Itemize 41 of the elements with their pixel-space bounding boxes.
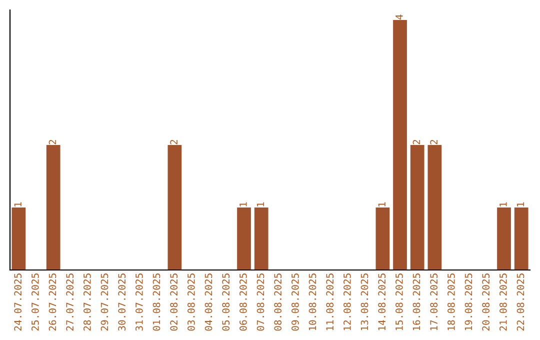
x-tick-label: 24.07.2025 (14, 274, 22, 331)
x-tick-label: 05.08.2025 (222, 274, 230, 331)
x-tick-label: 07.08.2025 (256, 274, 264, 331)
data-label: 1 (256, 202, 264, 206)
data-label: 1 (500, 202, 507, 206)
x-tick-label: 04.08.2025 (204, 274, 212, 331)
x-tick-label: 26.07.2025 (48, 274, 56, 331)
x-tick-label: 16.08.2025 (412, 274, 420, 330)
data-label: 4 (396, 14, 403, 20)
x-tick-label: 14.08.2025 (378, 274, 386, 330)
x-tick-label: 25.07.2025 (31, 274, 39, 331)
x-tick-label: 09.08.2025 (291, 274, 299, 331)
data-label: 1 (516, 202, 524, 206)
x-tick-label: 11.08.2025 (326, 274, 334, 330)
data-label: 2 (48, 140, 56, 144)
data-label: 2 (430, 140, 438, 144)
x-tick-label: 15.08.2025 (395, 274, 403, 330)
x-tick-label: 08.08.2025 (274, 274, 282, 331)
x-tick-label: 03.08.2025 (187, 274, 195, 331)
x-tick-label: 17.08.2025 (430, 274, 438, 330)
x-tick-label: 02.08.2025 (170, 274, 178, 331)
data-label: 1 (378, 202, 386, 206)
data-label: 1 (14, 202, 22, 206)
x-tick-label: 18.08.2025 (447, 274, 455, 330)
x-tick-label: 20.08.2025 (482, 274, 490, 331)
data-label: 1 (240, 202, 247, 206)
x-tick-label: 27.07.2025 (66, 274, 74, 331)
x-tick-label: 21.08.2025 (499, 274, 507, 331)
x-tick-label: 22.08.2025 (516, 274, 524, 331)
x-tick-label: 12.08.2025 (343, 274, 351, 330)
data-label: 2 (412, 140, 420, 144)
x-tick-label: 06.08.2025 (239, 274, 247, 331)
x-tick-label: 31.07.2025 (135, 274, 143, 331)
x-tick-label: 13.08.2025 (360, 274, 368, 330)
x-tick-label: 01.08.2025 (152, 274, 160, 331)
x-tick-label: 10.08.2025 (308, 274, 316, 330)
x-tick-label: 28.07.2025 (83, 274, 91, 331)
x-tick-label: 30.07.2025 (118, 274, 126, 331)
x-tick-label: 29.07.2025 (100, 274, 108, 331)
data-label: 2 (170, 140, 178, 144)
x-tick-label: 19.08.2025 (464, 274, 472, 330)
